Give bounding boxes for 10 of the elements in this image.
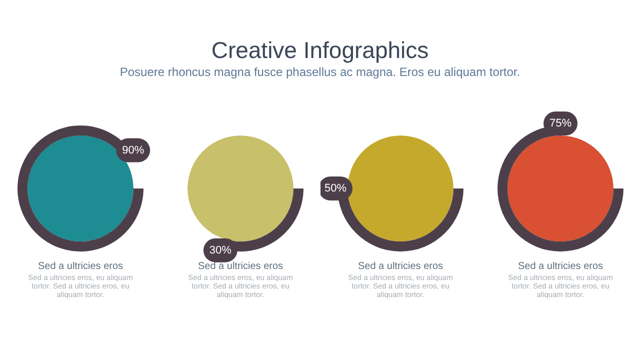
data-label: 90% [122, 144, 144, 156]
text: Posuere rhoncus magna fusce phasellus ac magna. Eros eu aliquam tortor. [118, 64, 522, 80]
text: Sed a ultricies eros [38, 261, 124, 272]
text: Creative Infographics [210, 36, 430, 64]
text: Sed a ultricies eros [358, 261, 444, 272]
data-label: 50% [324, 182, 347, 194]
text: Sed a ultricies eros [518, 261, 604, 272]
data-label: 75% [549, 118, 572, 130]
text: Sed a ultricies eros [198, 261, 284, 272]
data-label: 30% [209, 244, 232, 256]
